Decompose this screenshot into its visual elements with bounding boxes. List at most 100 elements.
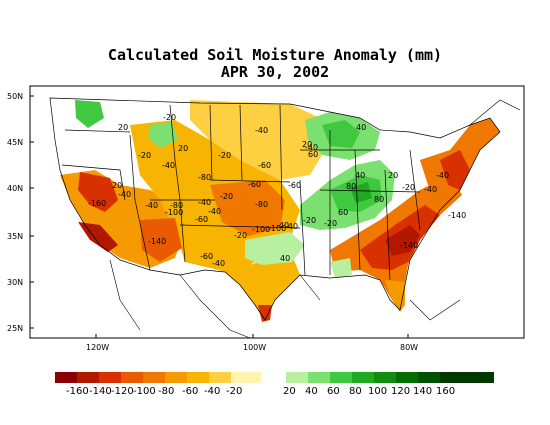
- legend-label: 40: [305, 386, 318, 397]
- dry-region-midatlantic: [440, 150, 470, 190]
- legend-swatch: [396, 372, 418, 383]
- legend-label: -60: [182, 386, 198, 397]
- dry-region-carolinas-core: [385, 225, 420, 256]
- contour-label: -40: [255, 126, 268, 135]
- lat-label-40n: 40N: [7, 184, 23, 193]
- contour-label: 40: [355, 171, 365, 180]
- color-legend: -160 -140 -120 -100 -80 -60 -40 -20 20 4…: [55, 372, 494, 397]
- legend-label: 140: [413, 386, 432, 397]
- contour-label: 40: [356, 123, 366, 132]
- contour-label: -40: [436, 171, 449, 180]
- contour-label: -80: [198, 173, 211, 182]
- contour-label: -40: [305, 143, 318, 152]
- contour-label: -40: [208, 207, 221, 216]
- contour-label: -40: [276, 221, 289, 230]
- map-area: [49, 97, 521, 338]
- legend-swatch: [352, 372, 374, 383]
- legend-swatch: [121, 372, 143, 383]
- wet-region-northwest: [75, 100, 104, 128]
- legend-swatch: [55, 372, 77, 383]
- contour-label: -40: [145, 201, 158, 210]
- legend-label: -140: [89, 386, 112, 397]
- dry-region-california: [78, 172, 118, 212]
- legend-swatch: [308, 372, 330, 383]
- legend-swatch: [330, 372, 352, 383]
- contour-label: 20: [178, 144, 188, 153]
- contour-label: -100: [268, 224, 286, 233]
- legend-swatch: [165, 372, 187, 383]
- lon-label-120w: 120W: [86, 343, 109, 352]
- lat-label-25n: 25N: [7, 324, 23, 333]
- wet-region-great-lakes-core: [322, 120, 360, 148]
- legend-label: 100: [368, 386, 387, 397]
- lat-label-30n: 30N: [7, 278, 23, 287]
- wet-region-louisiana: [330, 258, 352, 278]
- contour-label: -60: [248, 180, 261, 189]
- contour-label: -40: [162, 161, 175, 170]
- contour-label: -140: [448, 211, 466, 220]
- dry-region-texas: [190, 250, 300, 320]
- legend-swatch: [440, 372, 494, 383]
- dry-region-southtip-texas: [258, 305, 272, 322]
- contour-label: -20: [138, 151, 151, 160]
- contour-label: 20: [302, 140, 312, 149]
- contour-label: -140: [148, 237, 166, 246]
- legend-swatch: [77, 372, 99, 383]
- contour-label: -100: [165, 208, 183, 217]
- contour-label: -40: [285, 222, 298, 231]
- legend-label: -80: [158, 386, 174, 397]
- legend-swatch: [143, 372, 165, 383]
- legend-label: -120: [111, 386, 134, 397]
- legend-label: 160: [436, 386, 455, 397]
- legend-label: -40: [204, 386, 220, 397]
- legend-label: 120: [391, 386, 410, 397]
- wet-region-ohio-peak: [350, 182, 372, 203]
- contour-label: -20: [402, 183, 415, 192]
- lat-label-45n: 45N: [7, 138, 23, 147]
- contour-label: -40: [118, 190, 131, 199]
- legend-label: -160: [66, 386, 89, 397]
- legend-swatch: [231, 372, 261, 383]
- contour-label: -80: [170, 201, 183, 210]
- contour-label: -20: [163, 113, 176, 122]
- map-frame: [29, 85, 525, 339]
- contour-label: -60: [258, 161, 271, 170]
- legend-label: 20: [283, 386, 296, 397]
- contour-label: -40: [198, 198, 211, 207]
- legend-swatch: [418, 372, 440, 383]
- lat-label-50n: 50N: [7, 92, 23, 101]
- longitude-labels: 120W 100W 80W: [86, 334, 418, 352]
- dry-region-plains: [190, 100, 325, 180]
- legend-label: -20: [226, 386, 242, 397]
- legend-label: 60: [327, 386, 340, 397]
- contour-label: 80: [346, 182, 356, 191]
- contour-label: -20: [234, 231, 247, 240]
- contour-label: 20: [112, 181, 122, 190]
- contour-label: -60: [200, 252, 213, 261]
- contour-label: -60: [288, 181, 301, 190]
- legend-swatch: [99, 372, 121, 383]
- neighbor-borders: [109, 99, 521, 338]
- legend-swatch: [374, 372, 396, 383]
- lon-label-100w: 100W: [243, 343, 266, 352]
- contour-label: -20: [220, 192, 233, 201]
- contour-label: -20: [303, 216, 316, 225]
- contour-label: -100: [252, 225, 270, 234]
- map-title: Calculated Soil Moisture Anomaly (mm): [107, 46, 443, 64]
- contour-label: -140: [400, 241, 418, 250]
- legend-label: 80: [349, 386, 362, 397]
- wet-region-oklahoma: [245, 232, 305, 265]
- wet-region-idaho: [148, 122, 178, 148]
- latitude-labels: 50N 45N 40N 35N 30N 25N: [7, 92, 34, 333]
- dry-region-florida: [385, 280, 405, 312]
- contour-label: -20: [218, 151, 231, 160]
- contour-label: -40: [424, 185, 437, 194]
- lon-label-80w: 80W: [400, 343, 418, 352]
- contour-label: -20: [324, 219, 337, 228]
- dry-region-colorado: [210, 180, 285, 236]
- contour-label: -40: [212, 259, 225, 268]
- legend-swatch: [187, 372, 209, 383]
- legend-swatch: [286, 372, 308, 383]
- contour-label: -60: [195, 215, 208, 224]
